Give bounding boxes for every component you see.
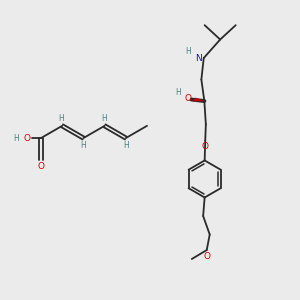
Text: O: O (23, 134, 30, 142)
Text: O: O (38, 162, 44, 171)
Text: O: O (185, 94, 192, 103)
Text: H: H (80, 141, 86, 150)
Text: O: O (202, 142, 209, 151)
Text: H: H (123, 141, 129, 150)
Text: N: N (195, 53, 202, 62)
Text: H: H (14, 134, 20, 142)
Text: H: H (175, 88, 181, 98)
Polygon shape (193, 98, 204, 101)
Text: O: O (203, 251, 210, 260)
Text: H: H (185, 47, 191, 56)
Text: H: H (59, 114, 64, 123)
Text: H: H (101, 114, 107, 123)
